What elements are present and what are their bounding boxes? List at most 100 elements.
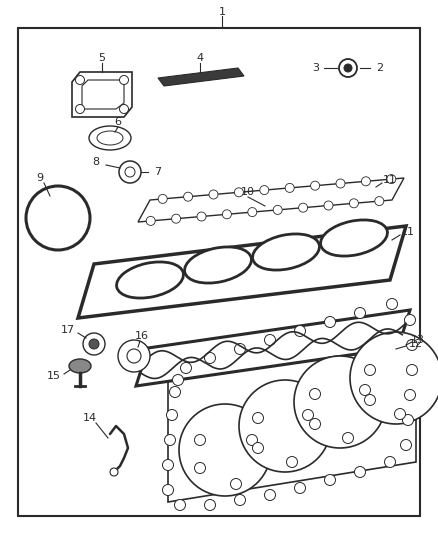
Text: 6: 6 — [114, 117, 121, 127]
Circle shape — [273, 205, 282, 214]
Circle shape — [223, 210, 231, 219]
Text: 1: 1 — [219, 7, 226, 17]
Ellipse shape — [97, 131, 123, 145]
Circle shape — [285, 183, 294, 192]
Circle shape — [162, 484, 173, 496]
Circle shape — [234, 188, 244, 197]
Text: 9: 9 — [36, 173, 43, 183]
Text: 2: 2 — [376, 63, 384, 73]
Circle shape — [294, 482, 305, 494]
Circle shape — [310, 418, 321, 430]
Circle shape — [184, 192, 193, 201]
Polygon shape — [82, 80, 124, 109]
Circle shape — [294, 356, 386, 448]
Circle shape — [406, 340, 417, 351]
Circle shape — [375, 197, 384, 206]
Text: 13: 13 — [411, 335, 425, 345]
Circle shape — [230, 479, 241, 489]
Circle shape — [26, 186, 90, 250]
Circle shape — [336, 179, 345, 188]
Circle shape — [75, 76, 85, 85]
Circle shape — [403, 415, 413, 425]
Text: 11: 11 — [383, 175, 397, 185]
Polygon shape — [138, 178, 404, 222]
Circle shape — [174, 499, 186, 511]
Circle shape — [339, 59, 357, 77]
Circle shape — [361, 177, 371, 186]
Text: 14: 14 — [83, 413, 97, 423]
Circle shape — [325, 317, 336, 327]
Circle shape — [158, 195, 167, 204]
Circle shape — [239, 380, 331, 472]
Text: 11: 11 — [401, 227, 415, 237]
Ellipse shape — [69, 359, 91, 373]
Text: 4: 4 — [196, 53, 204, 63]
Circle shape — [234, 495, 246, 505]
Polygon shape — [72, 72, 132, 117]
Circle shape — [350, 199, 358, 208]
Circle shape — [125, 167, 135, 177]
Text: 10: 10 — [241, 187, 255, 197]
Text: 17: 17 — [61, 325, 75, 335]
Circle shape — [311, 181, 320, 190]
Circle shape — [209, 190, 218, 199]
Circle shape — [165, 434, 176, 446]
Circle shape — [364, 394, 375, 406]
Circle shape — [170, 386, 180, 398]
Circle shape — [110, 468, 118, 476]
Circle shape — [248, 207, 257, 216]
Text: 12: 12 — [409, 339, 423, 349]
Circle shape — [205, 352, 215, 364]
Circle shape — [179, 404, 271, 496]
Circle shape — [405, 314, 416, 326]
Circle shape — [252, 442, 264, 454]
Ellipse shape — [89, 126, 131, 150]
Circle shape — [386, 298, 398, 310]
Circle shape — [406, 365, 417, 376]
Circle shape — [247, 434, 258, 446]
Circle shape — [120, 76, 128, 85]
Circle shape — [286, 456, 297, 467]
Ellipse shape — [321, 220, 388, 256]
Circle shape — [127, 349, 141, 363]
Text: 8: 8 — [92, 157, 99, 167]
Circle shape — [205, 499, 215, 511]
Text: 7: 7 — [155, 167, 162, 177]
Circle shape — [344, 64, 352, 72]
Circle shape — [395, 408, 406, 419]
Circle shape — [146, 216, 155, 225]
Text: 16: 16 — [135, 331, 149, 341]
Circle shape — [354, 466, 365, 478]
Circle shape — [360, 384, 371, 395]
Circle shape — [299, 203, 307, 212]
Polygon shape — [168, 338, 416, 502]
Circle shape — [197, 212, 206, 221]
Circle shape — [325, 474, 336, 486]
Circle shape — [173, 375, 184, 385]
Circle shape — [234, 343, 246, 354]
Circle shape — [120, 104, 128, 114]
Polygon shape — [78, 226, 406, 318]
Circle shape — [166, 409, 177, 421]
Circle shape — [194, 434, 205, 446]
Circle shape — [119, 161, 141, 183]
Circle shape — [194, 463, 205, 473]
Circle shape — [83, 333, 105, 355]
Circle shape — [350, 332, 438, 424]
Polygon shape — [158, 68, 244, 86]
Circle shape — [89, 339, 99, 349]
Circle shape — [343, 432, 353, 443]
Circle shape — [400, 440, 411, 450]
Circle shape — [162, 459, 173, 471]
Circle shape — [303, 409, 314, 421]
Ellipse shape — [253, 234, 319, 270]
Circle shape — [118, 340, 150, 372]
Circle shape — [265, 335, 276, 345]
Polygon shape — [136, 310, 410, 386]
Circle shape — [260, 185, 269, 195]
Circle shape — [310, 389, 321, 400]
Text: 15: 15 — [47, 371, 61, 381]
Circle shape — [385, 456, 396, 467]
Circle shape — [387, 175, 396, 183]
Circle shape — [75, 104, 85, 114]
